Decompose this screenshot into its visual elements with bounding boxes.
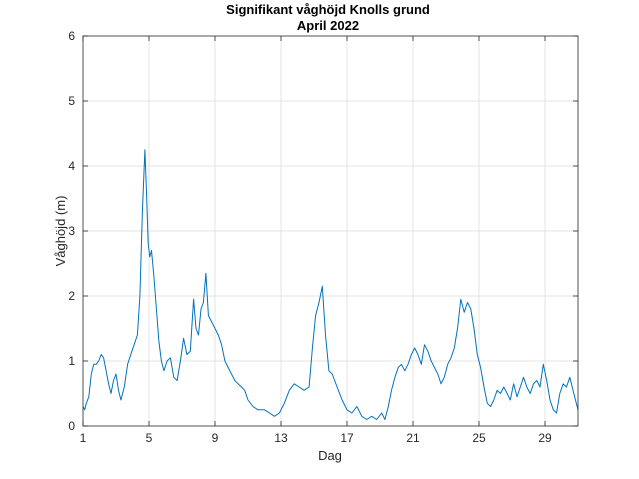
- y-tick-label: 3: [68, 224, 75, 238]
- y-tick-label: 6: [68, 29, 75, 43]
- y-tick-label: 4: [68, 159, 75, 173]
- x-tick-label: 25: [472, 431, 486, 445]
- chart-subtitle: April 2022: [297, 18, 359, 33]
- wave-height-line: [82, 149, 579, 420]
- y-tick-label: 5: [68, 94, 75, 108]
- x-tick-label: 29: [538, 431, 552, 445]
- y-tick-label: 2: [68, 289, 75, 303]
- grid-lines: [83, 36, 578, 426]
- series-layer: [82, 149, 579, 420]
- x-tick-label: 17: [340, 431, 354, 445]
- x-tick-label: 1: [80, 431, 87, 445]
- x-tick-label: 21: [406, 431, 420, 445]
- x-tick-label: 9: [212, 431, 219, 445]
- y-tick-label: 1: [68, 354, 75, 368]
- y-axis-label: Våghöjd (m): [53, 196, 68, 267]
- x-axis-label: Dag: [318, 448, 342, 463]
- y-tick-label: 0: [68, 419, 75, 433]
- chart-title: Signifikant våghöjd Knolls grund: [226, 2, 430, 17]
- x-tick-label: 5: [146, 431, 153, 445]
- x-tick-label: 13: [274, 431, 288, 445]
